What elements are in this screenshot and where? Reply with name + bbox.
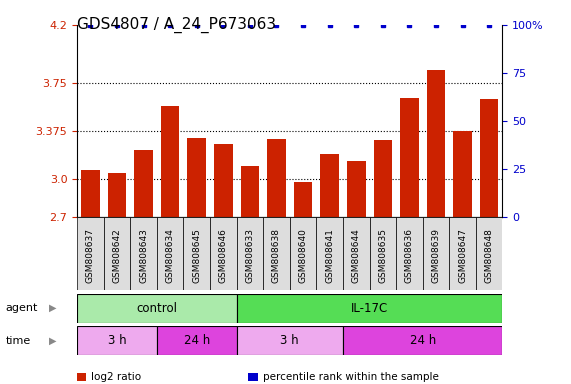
Text: ▶: ▶ <box>49 336 56 346</box>
Bar <box>480 99 498 217</box>
Bar <box>476 217 502 290</box>
Bar <box>77 217 104 290</box>
Text: log2 ratio: log2 ratio <box>91 372 142 382</box>
Bar <box>77 326 157 355</box>
Text: GSM808640: GSM808640 <box>299 228 308 283</box>
Bar <box>157 217 183 290</box>
Bar <box>81 170 100 217</box>
Text: time: time <box>6 336 31 346</box>
Text: GSM808635: GSM808635 <box>379 228 387 283</box>
Text: GSM808638: GSM808638 <box>272 228 281 283</box>
Bar <box>449 217 476 290</box>
Bar <box>369 217 396 290</box>
Bar <box>187 137 206 217</box>
Text: 3 h: 3 h <box>108 334 126 347</box>
Bar <box>263 217 290 290</box>
Bar <box>214 144 232 217</box>
Text: ▶: ▶ <box>49 303 56 313</box>
Text: GSM808642: GSM808642 <box>112 228 122 283</box>
Text: 3 h: 3 h <box>280 334 299 347</box>
Text: percentile rank within the sample: percentile rank within the sample <box>263 372 439 382</box>
Bar <box>108 174 126 217</box>
Bar <box>183 217 210 290</box>
Text: GSM808634: GSM808634 <box>166 228 175 283</box>
Bar <box>157 326 236 355</box>
Bar <box>453 131 472 217</box>
Bar <box>293 182 312 217</box>
Text: GSM808644: GSM808644 <box>352 228 361 283</box>
Bar <box>396 217 423 290</box>
Text: GSM808646: GSM808646 <box>219 228 228 283</box>
Bar <box>130 217 157 290</box>
Bar <box>343 217 369 290</box>
Text: control: control <box>136 302 178 314</box>
Text: GSM808641: GSM808641 <box>325 228 334 283</box>
Bar <box>423 217 449 290</box>
Bar <box>210 217 236 290</box>
Bar <box>343 326 502 355</box>
Bar <box>320 154 339 217</box>
Text: 24 h: 24 h <box>409 334 436 347</box>
Bar <box>373 140 392 217</box>
Text: GSM808643: GSM808643 <box>139 228 148 283</box>
Bar <box>104 217 130 290</box>
Bar <box>236 217 263 290</box>
Bar <box>400 98 419 217</box>
Text: 24 h: 24 h <box>184 334 210 347</box>
Bar <box>236 294 502 323</box>
Bar <box>161 106 179 217</box>
Text: GDS4807 / A_24_P673063: GDS4807 / A_24_P673063 <box>77 17 276 33</box>
Bar <box>347 161 365 217</box>
Text: GSM808648: GSM808648 <box>485 228 494 283</box>
Bar <box>236 326 343 355</box>
Bar <box>289 217 316 290</box>
Text: GSM808633: GSM808633 <box>246 228 255 283</box>
Text: GSM808645: GSM808645 <box>192 228 201 283</box>
Text: GSM808636: GSM808636 <box>405 228 414 283</box>
Text: GSM808637: GSM808637 <box>86 228 95 283</box>
Text: GSM808647: GSM808647 <box>458 228 467 283</box>
Bar <box>427 70 445 217</box>
Bar <box>316 217 343 290</box>
Bar <box>240 166 259 217</box>
Bar <box>267 139 286 217</box>
Text: IL-17C: IL-17C <box>351 302 388 314</box>
Text: agent: agent <box>6 303 38 313</box>
Text: GSM808639: GSM808639 <box>432 228 440 283</box>
Bar <box>134 151 153 217</box>
Bar <box>77 294 236 323</box>
